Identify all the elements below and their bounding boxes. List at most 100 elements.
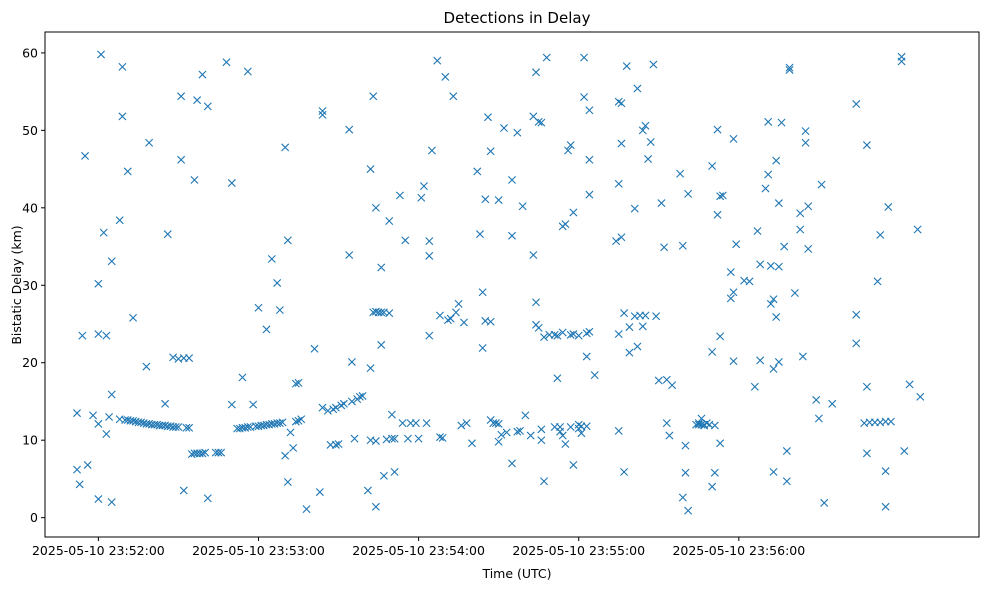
data-point-355 bbox=[801, 138, 810, 147]
data-point-232 bbox=[558, 431, 567, 440]
data-point-360 bbox=[817, 180, 826, 189]
data-point-51 bbox=[174, 423, 183, 432]
data-point-184 bbox=[467, 439, 476, 448]
data-point-302 bbox=[697, 420, 706, 429]
data-point-157 bbox=[395, 191, 404, 200]
data-point-2 bbox=[75, 480, 84, 489]
data-point-327 bbox=[750, 382, 759, 391]
data-point-267 bbox=[620, 309, 629, 318]
y-tick-label-6: 60 bbox=[22, 45, 38, 60]
data-point-257 bbox=[585, 155, 594, 164]
data-point-266 bbox=[617, 233, 626, 242]
y-tick-label-1: 10 bbox=[22, 433, 38, 448]
data-point-274 bbox=[633, 342, 642, 351]
data-point-255 bbox=[585, 190, 594, 199]
data-point-136 bbox=[366, 364, 375, 373]
data-point-1 bbox=[73, 465, 82, 474]
data-point-84 bbox=[249, 400, 258, 409]
data-point-206 bbox=[513, 128, 522, 137]
data-point-205 bbox=[508, 231, 516, 240]
data-point-181 bbox=[457, 421, 466, 430]
data-point-155 bbox=[390, 467, 399, 476]
data-point-350 bbox=[790, 289, 799, 298]
data-point-368 bbox=[862, 382, 871, 391]
data-point-114 bbox=[315, 488, 324, 497]
data-point-326 bbox=[745, 277, 754, 286]
data-point-78 bbox=[238, 373, 247, 382]
data-point-48 bbox=[169, 353, 178, 362]
y-tick-label-2: 20 bbox=[22, 355, 38, 370]
data-point-271 bbox=[625, 323, 634, 332]
data-point-199 bbox=[494, 437, 503, 446]
data-point-27 bbox=[129, 416, 138, 425]
data-point-239 bbox=[566, 423, 575, 432]
data-point-143 bbox=[371, 436, 380, 445]
data-point-269 bbox=[622, 62, 631, 71]
data-point-251 bbox=[582, 422, 591, 431]
data-point-182 bbox=[459, 318, 468, 327]
data-point-384 bbox=[913, 225, 922, 234]
data-point-253 bbox=[582, 352, 591, 361]
data-point-347 bbox=[782, 477, 791, 486]
data-point-220 bbox=[537, 436, 546, 445]
data-point-125 bbox=[339, 399, 348, 408]
data-point-72 bbox=[217, 448, 226, 457]
data-point-201 bbox=[500, 124, 508, 133]
data-point-163 bbox=[414, 434, 423, 443]
data-point-168 bbox=[425, 251, 434, 260]
data-point-224 bbox=[542, 53, 551, 62]
data-point-186 bbox=[475, 230, 484, 239]
data-point-96 bbox=[273, 278, 282, 287]
data-point-162 bbox=[411, 419, 420, 428]
data-point-153 bbox=[387, 410, 396, 419]
data-point-28 bbox=[129, 313, 138, 322]
data-point-242 bbox=[569, 208, 578, 217]
data-point-336 bbox=[769, 467, 778, 476]
data-point-331 bbox=[761, 184, 770, 193]
data-point-200 bbox=[497, 430, 506, 439]
data-point-264 bbox=[617, 99, 626, 108]
data-point-213 bbox=[529, 251, 538, 260]
x-tick-label-2: 2025-05-10 23:54:00 bbox=[352, 543, 485, 558]
data-point-278 bbox=[638, 126, 647, 135]
data-point-236 bbox=[561, 440, 570, 449]
data-point-335 bbox=[766, 261, 775, 270]
data-point-69 bbox=[203, 494, 212, 503]
data-point-293 bbox=[678, 241, 687, 250]
data-point-101 bbox=[281, 143, 290, 152]
data-point-241 bbox=[569, 330, 578, 339]
data-point-56 bbox=[182, 423, 191, 432]
data-point-320 bbox=[726, 294, 735, 303]
data-point-359 bbox=[814, 414, 823, 423]
data-point-113 bbox=[310, 344, 319, 353]
data-point-134 bbox=[363, 486, 372, 495]
data-point-281 bbox=[644, 155, 653, 164]
data-point-172 bbox=[435, 433, 444, 442]
data-point-358 bbox=[812, 395, 821, 404]
data-point-132 bbox=[355, 392, 364, 401]
data-point-11 bbox=[97, 50, 106, 59]
data-point-99 bbox=[275, 419, 284, 428]
data-point-93 bbox=[267, 254, 276, 263]
data-point-107 bbox=[291, 379, 300, 388]
data-point-296 bbox=[681, 441, 690, 450]
data-point-308 bbox=[708, 347, 717, 356]
data-point-221 bbox=[537, 425, 546, 434]
data-point-349 bbox=[785, 63, 794, 72]
data-point-145 bbox=[377, 340, 386, 349]
data-point-127 bbox=[345, 251, 354, 260]
data-point-229 bbox=[553, 331, 562, 340]
data-point-364 bbox=[852, 339, 861, 348]
data-point-164 bbox=[417, 193, 426, 202]
data-point-129 bbox=[347, 397, 356, 406]
data-point-377 bbox=[881, 502, 890, 511]
x-tick-label-1: 2025-05-10 23:53:00 bbox=[192, 543, 325, 558]
data-point-294 bbox=[678, 493, 687, 502]
data-point-142 bbox=[371, 502, 380, 511]
data-point-361 bbox=[820, 498, 829, 507]
data-point-329 bbox=[756, 260, 765, 269]
data-point-287 bbox=[660, 243, 669, 252]
data-point-273 bbox=[630, 204, 639, 213]
data-point-183 bbox=[462, 419, 471, 428]
data-point-217 bbox=[534, 323, 543, 332]
